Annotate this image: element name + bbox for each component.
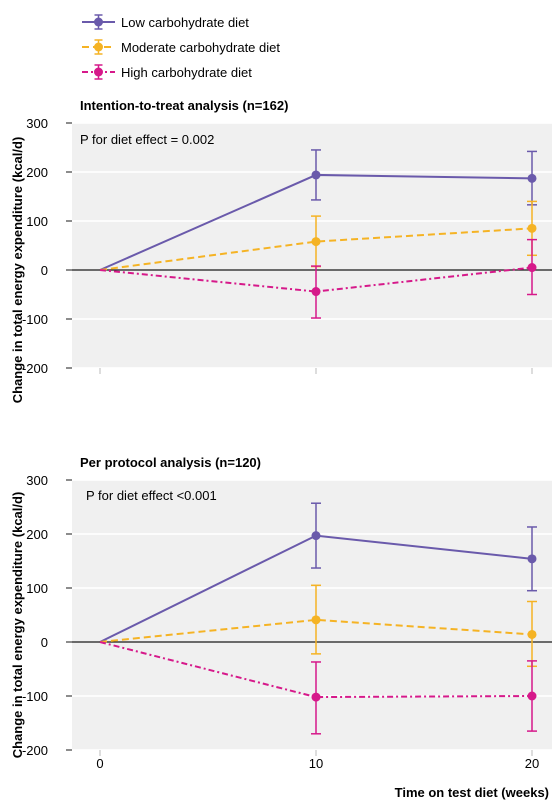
series-0 — [99, 502, 537, 643]
y-tick-label: -100 — [22, 689, 48, 704]
series-2 — [99, 641, 537, 735]
y-axis-label-top: Change in total energy expenditure (kcal… — [10, 137, 25, 404]
y-ticks: 300 200 100 0 -100 -200 — [22, 116, 72, 376]
data-point — [311, 531, 321, 541]
x-tick-label: 0 — [96, 756, 103, 771]
legend: Low carbohydrate diet Moderate carbohydr… — [82, 14, 280, 80]
y-tick-label: -200 — [22, 743, 48, 758]
x-axis-label: Time on test diet (weeks) — [395, 785, 549, 800]
legend-item-high: High carbohydrate diet — [82, 64, 252, 80]
panel-title: Per protocol analysis (n=120) — [80, 455, 261, 470]
y-tick-label: 0 — [41, 635, 48, 650]
data-point — [527, 263, 537, 273]
panel-intention-to-treat: Intention-to-treat analysis (n=162) 300 2… — [22, 98, 552, 376]
p-value-annotation: P for diet effect <0.001 — [86, 488, 217, 503]
y-tick-label: -100 — [22, 312, 48, 327]
data-point — [311, 615, 321, 625]
legend-item-moderate: Moderate carbohydrate diet — [82, 39, 280, 55]
legend-marker-moderate — [94, 42, 103, 52]
series-line — [99, 227, 533, 271]
y-tick-label: 0 — [41, 263, 48, 278]
x-ticks — [99, 368, 533, 374]
data-point — [311, 237, 321, 247]
y-tick-label: 100 — [26, 581, 48, 596]
panel-title: Intention-to-treat analysis (n=162) — [80, 98, 288, 113]
x-ticks: 0 10 20 — [96, 750, 539, 771]
plot-background — [72, 480, 552, 750]
y-ticks: 300 200 100 0 -100 -200 — [22, 473, 72, 758]
y-tick-label: 300 — [26, 116, 48, 131]
panel-per-protocol: Per protocol analysis (n=120) 3002001000… — [22, 455, 552, 771]
x-tick-label: 10 — [309, 756, 323, 771]
data-point — [311, 170, 321, 180]
series-2 — [99, 238, 537, 319]
series-line — [99, 266, 533, 293]
legend-label-moderate: Moderate carbohydrate diet — [121, 40, 280, 55]
y-axis-label-bottom: Change in total energy expenditure (kcal… — [10, 492, 25, 759]
legend-marker-low — [94, 17, 103, 27]
data-point — [527, 629, 537, 639]
y-tick-label: 300 — [26, 473, 48, 488]
series-group — [99, 502, 537, 735]
data-point — [527, 223, 537, 233]
grid — [72, 122, 552, 369]
y-tick-label: 200 — [26, 165, 48, 180]
p-value-annotation: P for diet effect = 0.002 — [80, 132, 214, 147]
data-point — [311, 287, 321, 297]
data-point — [311, 692, 321, 702]
y-tick-label: 200 — [26, 527, 48, 542]
series-line — [99, 641, 533, 699]
data-point — [527, 554, 537, 564]
series-0 — [99, 149, 537, 271]
data-point — [527, 173, 537, 183]
data-point — [527, 691, 537, 701]
legend-label-low: Low carbohydrate diet — [121, 15, 249, 30]
series-1 — [99, 584, 537, 668]
legend-item-low: Low carbohydrate diet — [82, 14, 249, 30]
y-tick-label: -200 — [22, 361, 48, 376]
legend-marker-high — [94, 67, 103, 77]
x-tick-label: 20 — [525, 756, 539, 771]
plot-background — [72, 123, 552, 368]
legend-label-high: High carbohydrate diet — [121, 65, 252, 80]
series-line — [99, 618, 533, 643]
series-group — [99, 149, 537, 319]
y-tick-label: 100 — [26, 214, 48, 229]
